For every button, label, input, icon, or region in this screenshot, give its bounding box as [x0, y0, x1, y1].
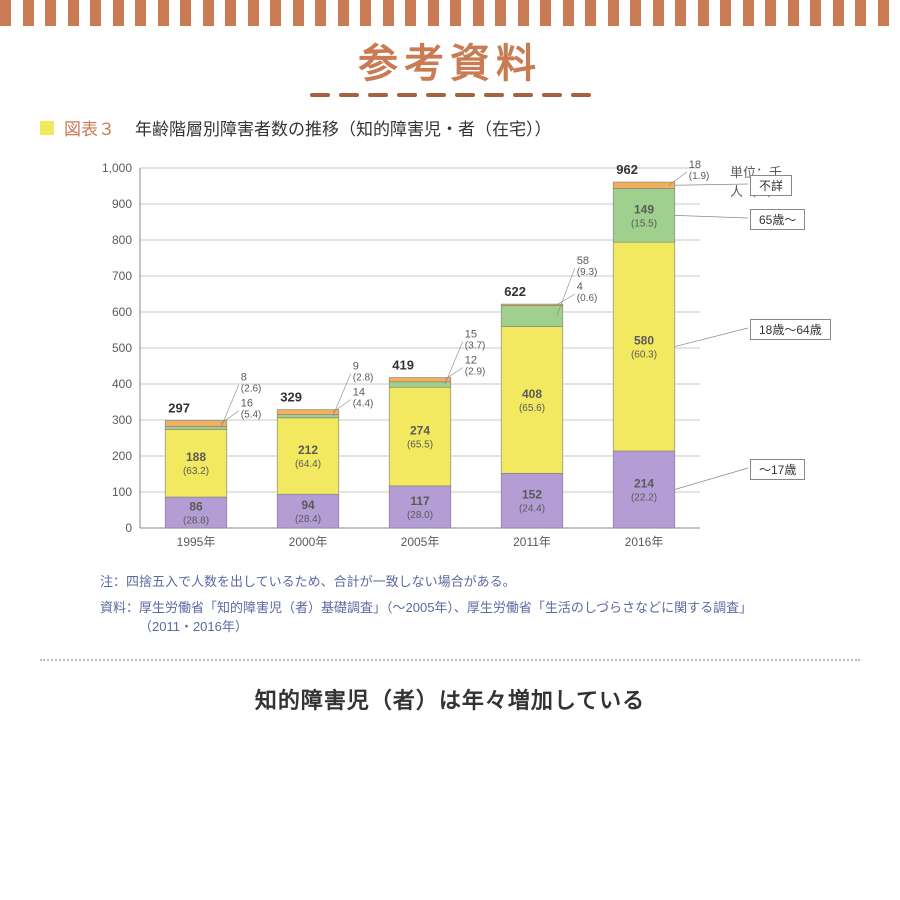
svg-text:200: 200 [112, 449, 132, 463]
svg-text:14: 14 [353, 387, 365, 399]
svg-text:(0.6): (0.6) [577, 293, 598, 304]
svg-text:212: 212 [298, 443, 318, 457]
note-line-2: 資料：厚生労働省「知的障害児（者）基礎調査」（～2005年）、厚生労働省「生活の… [100, 598, 840, 618]
svg-text:152: 152 [522, 488, 542, 502]
svg-text:4: 4 [577, 281, 583, 293]
svg-text:18: 18 [689, 159, 701, 171]
page-title: 参考資料 [0, 31, 900, 89]
svg-text:117: 117 [410, 494, 430, 508]
chart-container: 0 100 200 300 400 500 600 700 800 900 1,000 86 (28.8… [40, 148, 860, 568]
svg-text:700: 700 [112, 269, 132, 283]
figure-number: 図表３ [64, 115, 115, 140]
svg-text:419: 419 [392, 358, 414, 373]
svg-text:94: 94 [301, 498, 315, 512]
chart-caption: 図表３ 年齢階層別障害者数の推移（知的障害児・者（在宅）） [0, 115, 900, 140]
svg-text:58: 58 [577, 255, 589, 267]
svg-text:580: 580 [634, 334, 654, 348]
svg-text:2000年: 2000年 [289, 535, 328, 549]
svg-text:(60.3): (60.3) [631, 350, 657, 361]
svg-text:(2.9): (2.9) [465, 367, 486, 378]
svg-text:0: 0 [125, 521, 132, 535]
svg-text:622: 622 [504, 284, 526, 299]
svg-text:(3.7): (3.7) [465, 341, 486, 352]
svg-text:2016年: 2016年 [625, 535, 664, 549]
svg-text:274: 274 [410, 424, 430, 438]
svg-text:(22.2): (22.2) [631, 492, 657, 503]
legend-a18_64: 18歳～64歳 [750, 319, 831, 340]
svg-text:(2.8): (2.8) [353, 373, 374, 384]
svg-text:900: 900 [112, 197, 132, 211]
svg-text:(28.0): (28.0) [407, 510, 433, 521]
legend-a65plus: 65歳～ [750, 209, 805, 230]
svg-text:16: 16 [241, 398, 253, 410]
svg-text:600: 600 [112, 305, 132, 319]
svg-text:9: 9 [353, 361, 359, 373]
svg-text:300: 300 [112, 413, 132, 427]
svg-text:(28.8): (28.8) [183, 516, 209, 527]
legend-under17: ～17歳 [750, 459, 805, 480]
note-line-3: （2011・2016年） [100, 617, 840, 637]
svg-text:(65.6): (65.6) [519, 403, 545, 414]
svg-text:2005年: 2005年 [401, 535, 440, 549]
svg-text:962: 962 [616, 162, 638, 177]
svg-text:100: 100 [112, 485, 132, 499]
svg-text:400: 400 [112, 377, 132, 391]
stacked-bar-chart: 0 100 200 300 400 500 600 700 800 900 1,000 86 (28.8… [40, 148, 860, 568]
svg-text:2011年: 2011年 [513, 535, 551, 549]
note-line-1: 注：四捨五入で人数を出しているため、合計が一致しない場合がある。 [100, 572, 840, 592]
svg-text:188: 188 [186, 450, 206, 464]
svg-text:1995年: 1995年 [177, 535, 216, 549]
svg-text:15: 15 [465, 329, 477, 341]
title-underline [0, 93, 900, 97]
svg-text:(1.9): (1.9) [689, 171, 710, 182]
svg-text:(9.3): (9.3) [577, 267, 598, 278]
svg-text:(5.4): (5.4) [241, 410, 262, 421]
svg-text:(64.4): (64.4) [295, 459, 321, 470]
bottom-summary: 知的障害児（者）は年々増加している [0, 683, 900, 715]
svg-text:297: 297 [168, 401, 190, 416]
svg-text:(4.4): (4.4) [353, 399, 374, 410]
svg-text:8: 8 [241, 372, 247, 384]
svg-text:(28.4): (28.4) [295, 514, 321, 525]
svg-text:408: 408 [522, 387, 542, 401]
svg-text:329: 329 [280, 390, 302, 405]
svg-text:500: 500 [112, 341, 132, 355]
svg-text:(15.5): (15.5) [631, 218, 657, 229]
svg-text:86: 86 [189, 500, 203, 514]
svg-text:(65.5): (65.5) [407, 440, 433, 451]
legend-unknown: 不詳 [750, 175, 792, 196]
figure-title: 年齢階層別障害者数の推移（知的障害児・者（在宅）） [135, 115, 552, 140]
svg-text:12: 12 [465, 355, 477, 367]
caption-square-icon [40, 121, 54, 135]
svg-text:(2.6): (2.6) [241, 384, 262, 395]
svg-text:(63.2): (63.2) [183, 466, 209, 477]
top-dashed-border [0, 0, 900, 26]
svg-text:214: 214 [634, 476, 654, 490]
dotted-divider [40, 659, 860, 661]
svg-text:1,000: 1,000 [102, 161, 132, 175]
chart-notes: 注：四捨五入で人数を出しているため、合計が一致しない場合がある。 資料：厚生労働… [100, 572, 840, 637]
svg-text:(24.4): (24.4) [519, 504, 545, 515]
svg-text:149: 149 [634, 202, 654, 216]
svg-text:800: 800 [112, 233, 132, 247]
